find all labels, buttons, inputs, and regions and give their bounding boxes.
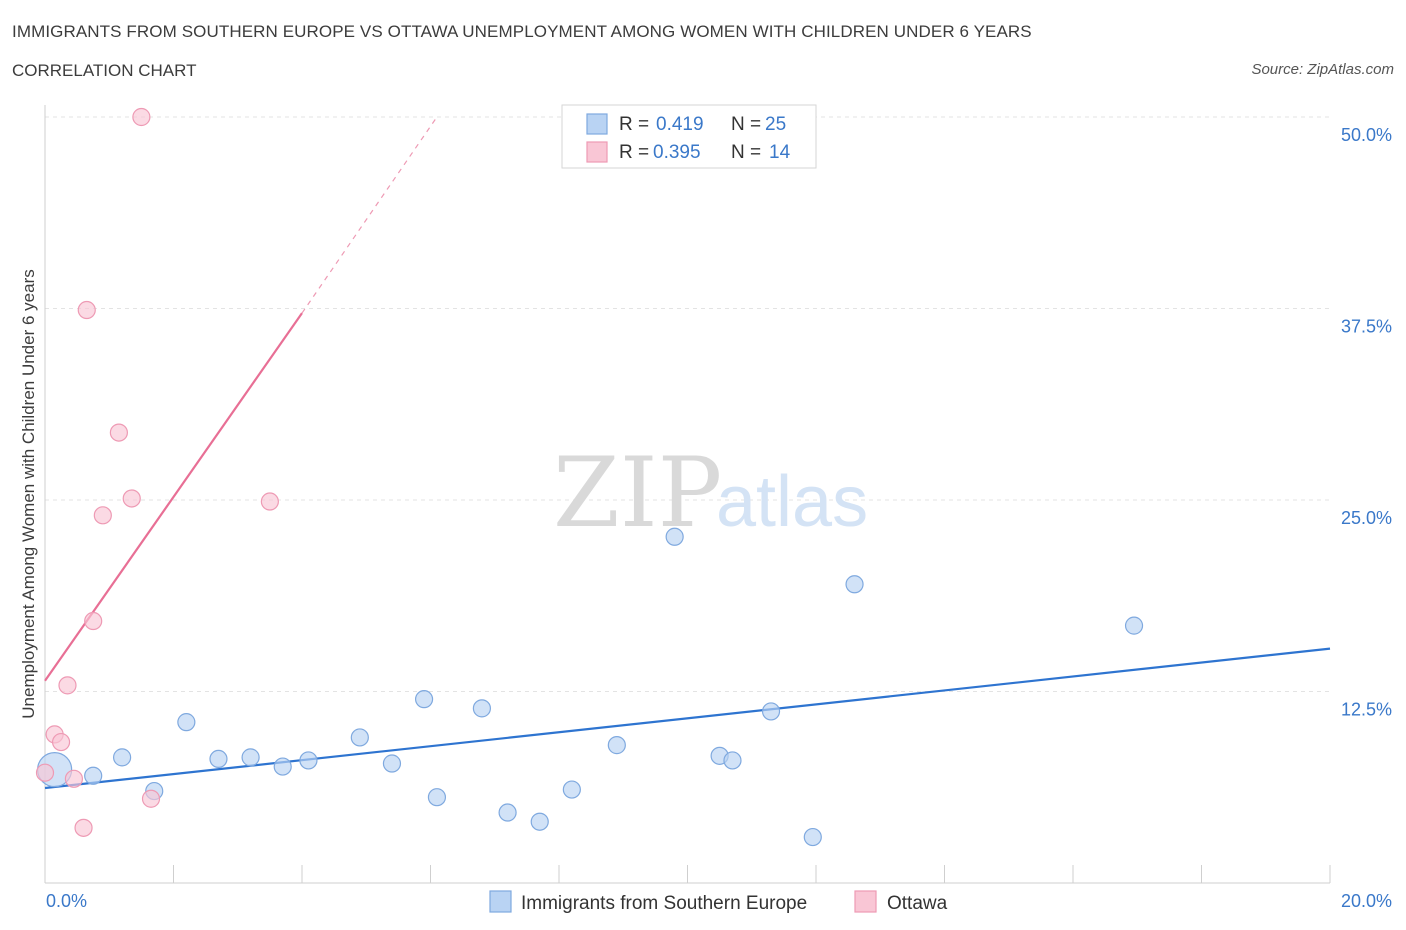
point-immigrants: [427, 788, 447, 807]
point-immigrants: [723, 751, 742, 770]
source-label: Source: ZipAtlas.com: [1251, 61, 1394, 78]
bottom-legend-ottawa: Ottawa: [887, 893, 948, 914]
y-tick-label: 37.5%: [1341, 317, 1392, 337]
bottom-legend-swatch-immigrants: [489, 890, 512, 913]
legend-swatch-pink: [586, 141, 608, 163]
point-immigrants: [530, 812, 549, 831]
x-tick-label: 20.0%: [1341, 891, 1392, 911]
point-ottawa: [141, 789, 161, 808]
legend-r-label-pink: R =: [619, 142, 649, 163]
point-ottawa: [84, 611, 103, 631]
legend-n-value-pink: 14: [769, 142, 791, 163]
watermark-zip: ZIP: [553, 437, 722, 549]
correlation-legend: R = 0.419 N = 25 R = 0.395 N = 14: [561, 104, 817, 169]
point-immigrants: [562, 780, 581, 799]
x-tick-label: 0.0%: [46, 891, 87, 911]
point-immigrants: [472, 699, 491, 718]
y-tick-label: 50.0%: [1341, 125, 1392, 145]
point-ottawa: [122, 489, 141, 508]
legend-r-value-pink: 0.395: [653, 142, 701, 163]
point-ottawa: [51, 732, 71, 752]
chart-title: IMMIGRANTS FROM SOUTHERN EUROPE VS OTTAW…: [12, 22, 1032, 41]
point-ottawa: [93, 506, 112, 525]
series-legend: Immigrants from Southern Europe Ottawa: [489, 890, 948, 914]
y-axis-label: Unemployment Among Women with Children U…: [19, 269, 38, 718]
point-ottawa: [132, 107, 151, 127]
legend-r-value-blue: 0.419: [656, 114, 704, 135]
point-immigrants: [1124, 616, 1144, 635]
point-immigrants: [607, 736, 626, 755]
point-ottawa: [35, 763, 55, 782]
legend-n-label-blue: N =: [731, 114, 761, 135]
trend-line-immigrants: [44, 647, 1331, 790]
point-ottawa: [77, 300, 96, 320]
point-ottawa: [109, 423, 128, 442]
point-ottawa: [260, 492, 279, 511]
point-immigrants: [273, 757, 292, 776]
bottom-legend-immigrants: Immigrants from Southern Europe: [521, 893, 807, 914]
trend-extension-ottawa: [301, 116, 438, 314]
point-immigrants: [84, 766, 103, 785]
point-immigrants: [414, 690, 434, 709]
point-ottawa: [64, 769, 84, 788]
point-immigrants: [112, 748, 132, 767]
legend-r-label-blue: R =: [619, 114, 649, 135]
point-immigrants: [845, 575, 864, 594]
point-immigrants: [382, 754, 402, 773]
legend-n-label-pink: N =: [731, 142, 761, 163]
point-immigrants: [665, 527, 684, 546]
data-points: [35, 107, 1144, 847]
y-tick-label: 25.0%: [1341, 508, 1392, 528]
tick-labels: 12.5% 25.0% 37.5% 50.0% 0.0% 20.0%: [46, 125, 1392, 911]
point-immigrants: [350, 728, 369, 747]
point-immigrants: [177, 713, 196, 732]
watermark-atlas: atlas: [716, 462, 868, 542]
point-immigrants: [241, 748, 260, 767]
y-tick-label: 12.5%: [1341, 700, 1392, 720]
point-immigrants: [498, 803, 517, 822]
point-immigrants: [803, 827, 822, 847]
point-ottawa: [58, 676, 77, 695]
point-immigrants: [299, 751, 318, 770]
point-ottawa: [74, 818, 93, 837]
point-immigrants: [761, 702, 781, 721]
bottom-legend-swatch-ottawa: [854, 890, 877, 913]
chart-subtitle: CORRELATION CHART: [12, 61, 197, 80]
legend-n-value-blue: 25: [765, 114, 786, 135]
legend-swatch-blue: [586, 113, 608, 135]
axes: [44, 105, 1331, 884]
point-immigrants: [209, 749, 228, 769]
watermark: ZIP atlas: [553, 437, 868, 549]
